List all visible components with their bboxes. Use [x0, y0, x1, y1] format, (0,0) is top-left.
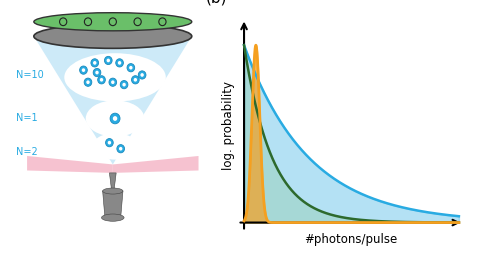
Polygon shape [34, 36, 192, 164]
Ellipse shape [34, 24, 192, 48]
Circle shape [86, 80, 90, 84]
Polygon shape [27, 156, 113, 173]
Ellipse shape [103, 188, 123, 194]
Ellipse shape [34, 13, 192, 31]
Polygon shape [109, 173, 116, 191]
Circle shape [108, 141, 111, 144]
Circle shape [141, 73, 144, 77]
Circle shape [133, 78, 137, 82]
X-axis label: #photons/pulse: #photons/pulse [304, 233, 397, 246]
Circle shape [93, 61, 96, 65]
Circle shape [122, 83, 126, 86]
Circle shape [127, 64, 135, 72]
Circle shape [109, 78, 117, 86]
Ellipse shape [64, 53, 166, 102]
Circle shape [118, 61, 121, 65]
Y-axis label: log. probability: log. probability [222, 81, 235, 169]
Polygon shape [113, 156, 199, 173]
Circle shape [93, 68, 101, 77]
Circle shape [100, 78, 103, 82]
Circle shape [132, 76, 139, 84]
Circle shape [98, 76, 105, 84]
Ellipse shape [93, 133, 138, 160]
Text: (b): (b) [206, 0, 228, 6]
Ellipse shape [86, 100, 144, 137]
Circle shape [113, 116, 117, 121]
Circle shape [84, 78, 92, 86]
Circle shape [129, 66, 132, 70]
Text: N=10: N=10 [16, 70, 44, 80]
Circle shape [80, 66, 87, 74]
Circle shape [117, 145, 124, 153]
Circle shape [106, 139, 113, 147]
Circle shape [138, 71, 146, 79]
Text: N=2: N=2 [16, 147, 37, 157]
Circle shape [110, 113, 120, 124]
Circle shape [96, 71, 99, 74]
Circle shape [111, 80, 115, 84]
Text: N=1: N=1 [16, 114, 37, 123]
Circle shape [82, 68, 85, 72]
Circle shape [120, 81, 128, 89]
Circle shape [91, 59, 98, 67]
Circle shape [107, 59, 110, 62]
Circle shape [116, 59, 123, 67]
Circle shape [119, 147, 122, 151]
Circle shape [105, 56, 112, 65]
Ellipse shape [102, 214, 124, 221]
Polygon shape [103, 191, 123, 218]
